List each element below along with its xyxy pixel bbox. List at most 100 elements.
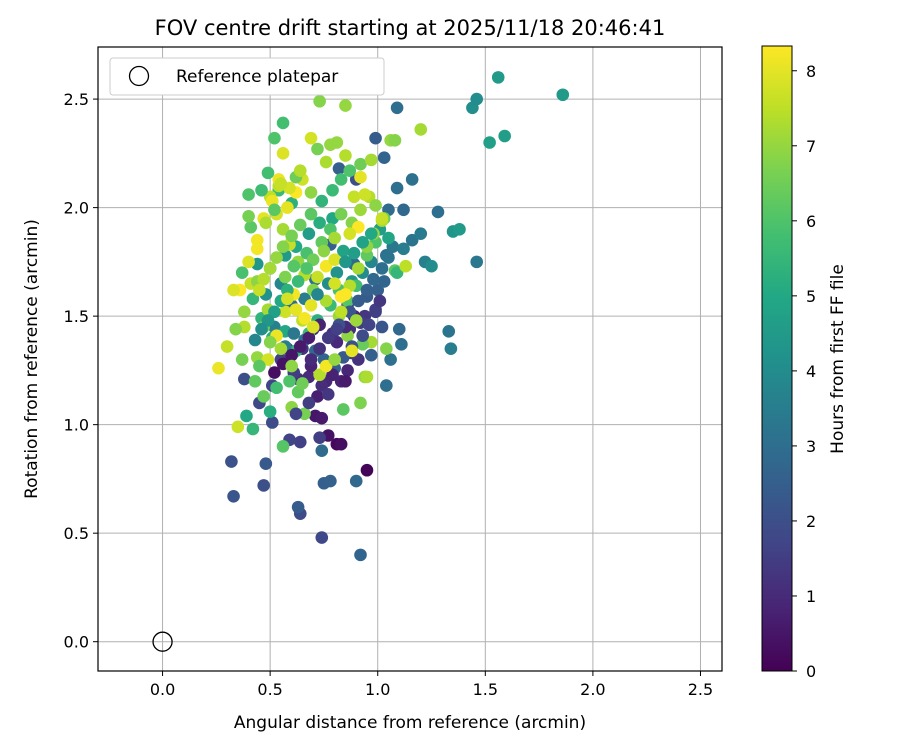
data-point-239	[291, 275, 305, 288]
data-point-168	[319, 259, 333, 273]
y-tick-label-3: 1.5	[64, 307, 89, 326]
data-point-261	[302, 331, 316, 345]
data-point-211	[304, 186, 318, 199]
plot-frame	[97, 46, 723, 672]
data-point-300	[339, 374, 352, 388]
data-point-262	[293, 340, 307, 353]
y-tick-label-0: 0.0	[64, 633, 89, 652]
data-point-141	[356, 338, 369, 351]
data-point-292	[270, 251, 283, 264]
data-point-154	[242, 255, 255, 269]
x-tick-label-4: 2.0	[580, 680, 605, 699]
data-point-178	[414, 123, 428, 136]
data-point-188	[281, 201, 294, 214]
legend-box	[109, 57, 385, 96]
data-point-131	[257, 390, 270, 403]
colorbar-tick-label-8: 8	[806, 62, 816, 81]
data-point-15	[293, 435, 307, 449]
data-point-166	[304, 298, 318, 312]
data-point-277	[311, 288, 324, 301]
data-point-40	[259, 457, 273, 471]
data-point-185	[304, 131, 318, 145]
data-point-110	[246, 292, 260, 306]
data-point-108	[244, 220, 258, 234]
data-point-245	[248, 333, 262, 347]
x-axis-ticks: 0.0 0.5 1.0 1.5 2.0 2.5	[150, 671, 713, 699]
data-point-198	[248, 374, 262, 388]
data-point-315	[285, 359, 298, 373]
data-point-39	[227, 489, 240, 503]
data-point-134	[298, 407, 311, 421]
data-point-65	[444, 342, 458, 355]
data-point-53	[371, 283, 385, 297]
y-axis-label: Rotation from reference (arcmin)	[22, 219, 42, 499]
data-point-217	[242, 209, 255, 223]
data-point-298	[298, 312, 311, 325]
data-point-149	[276, 223, 290, 236]
data-point-206	[339, 99, 352, 112]
data-point-235	[328, 231, 341, 245]
data-point-243	[261, 314, 275, 327]
data-point-72	[390, 181, 404, 195]
data-points	[212, 71, 570, 562]
data-point-192	[250, 242, 264, 256]
data-point-81	[556, 88, 570, 102]
data-point-290	[285, 229, 298, 243]
colorbar-ticks: 0 1 2 3 4 5 6 7 8	[792, 62, 816, 681]
data-point-38	[225, 455, 238, 468]
data-point-267	[321, 387, 335, 401]
data-point-6	[311, 390, 324, 403]
data-point-153	[250, 233, 264, 247]
data-point-244	[255, 322, 268, 336]
data-point-291	[276, 240, 290, 253]
data-point-36	[265, 416, 279, 429]
data-point-225	[334, 207, 348, 221]
data-point-203	[268, 131, 281, 145]
colorbar-tick-label-4: 4	[806, 362, 816, 381]
x-tick-label-2: 1.0	[365, 680, 390, 699]
data-point-73	[405, 173, 419, 186]
data-point-255	[362, 318, 376, 332]
data-point-319	[253, 359, 266, 373]
data-point-144	[319, 294, 333, 308]
data-point-288	[304, 207, 318, 221]
data-point-304	[321, 331, 335, 345]
x-tick-label-5: 2.5	[688, 680, 713, 699]
x-tick-label-3: 1.5	[473, 680, 498, 699]
data-point-236	[317, 244, 331, 258]
data-point-140	[380, 342, 393, 355]
data-point-209	[330, 136, 344, 149]
data-point-272	[352, 294, 365, 308]
data-point-205	[313, 94, 326, 108]
data-point-60	[405, 233, 419, 247]
data-point-309	[328, 353, 341, 366]
data-point-45	[349, 474, 363, 488]
data-point-54	[377, 275, 391, 288]
y-tick-label-4: 2.0	[64, 199, 89, 218]
data-point-107	[242, 188, 255, 201]
data-point-220	[278, 270, 292, 284]
data-point-41	[291, 500, 305, 514]
data-point-137	[354, 396, 367, 410]
data-point-68	[453, 223, 466, 236]
data-point-69	[431, 205, 445, 219]
data-point-310	[360, 370, 374, 384]
data-point-19	[257, 479, 270, 492]
data-point-307	[319, 359, 333, 373]
colorbar-tick-label-3: 3	[806, 437, 816, 456]
data-point-156	[220, 340, 234, 353]
data-point-263	[285, 348, 298, 362]
data-point-313	[334, 305, 348, 319]
colorbar-tick-label-0: 0	[806, 662, 816, 681]
data-point-232	[358, 188, 372, 201]
data-point-257	[373, 294, 387, 308]
data-point-95	[302, 227, 316, 240]
data-point-47	[380, 379, 393, 392]
data-point-179	[399, 259, 412, 273]
data-point-195	[227, 283, 240, 297]
data-point-265	[268, 366, 281, 379]
data-point-208	[364, 153, 378, 167]
data-point-130	[276, 440, 290, 453]
data-point-80	[498, 129, 511, 143]
